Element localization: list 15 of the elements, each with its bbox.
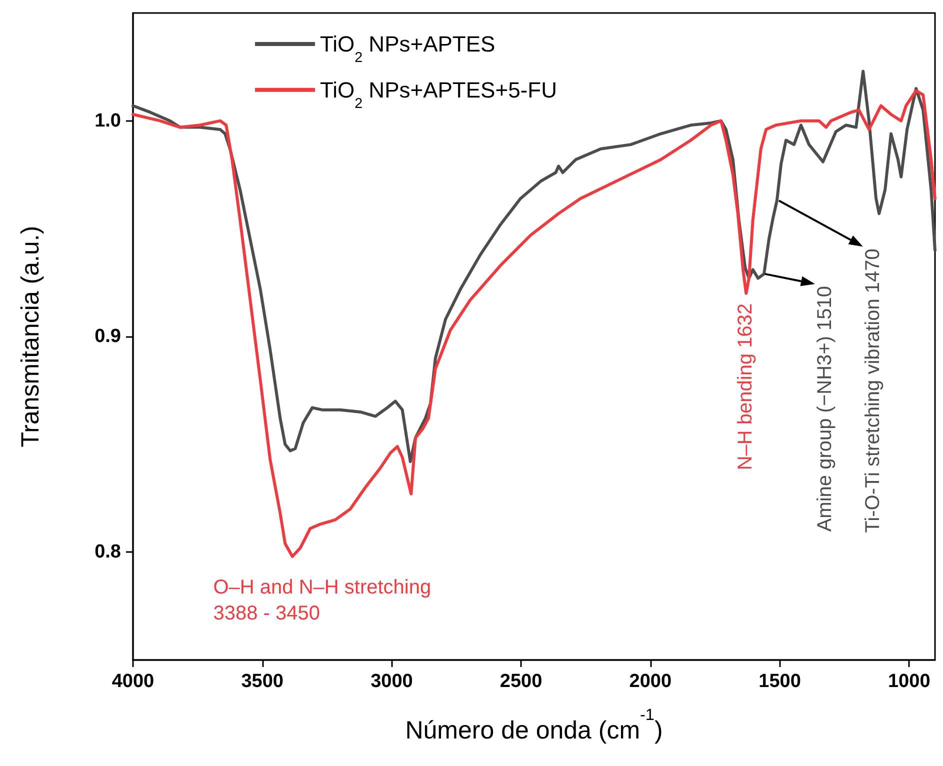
y-tick-label: 0.8	[94, 542, 121, 563]
y-axis-title: Transmitancia (a.u.)	[16, 226, 44, 448]
annotation: O–H and N–H stretching 3388 - 3450	[213, 576, 432, 624]
annotation: Ti-O-Ti stretching vibration 1470	[862, 248, 884, 533]
annotation: N–H bending 1632	[734, 303, 757, 470]
x-tick-label: 2000	[629, 671, 672, 692]
x-tick-label: 2500	[500, 671, 542, 692]
x-tick-label: 3500	[241, 671, 284, 692]
x-tick-label: 4000	[112, 671, 154, 692]
y-tick-label: 0.9	[94, 326, 121, 347]
x-tick-label: 3000	[370, 671, 413, 692]
x-tick-label: 1500	[758, 671, 801, 692]
x-tick-label: 1000	[888, 671, 930, 692]
y-tick-label: 1.0	[94, 110, 121, 132]
annotation: Amine group (−NH3+) 1510	[814, 286, 836, 532]
